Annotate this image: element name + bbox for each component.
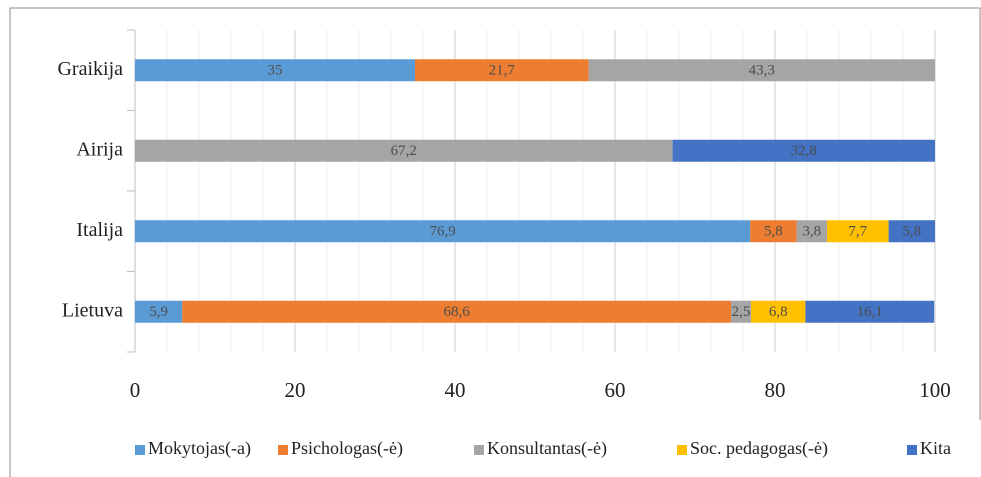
bar-segment bbox=[588, 59, 935, 82]
bar-segment bbox=[751, 300, 806, 323]
bar-segment bbox=[796, 220, 827, 243]
x-tick-label: 100 bbox=[919, 378, 951, 402]
data-label: 32,8 bbox=[791, 143, 817, 159]
data-label: 67,2 bbox=[391, 143, 417, 159]
legend-label: Soc. pedagogas(-ė) bbox=[690, 438, 828, 459]
x-tick-label: 0 bbox=[130, 378, 141, 402]
data-label: 3,8 bbox=[802, 224, 821, 240]
data-label: 5,9 bbox=[149, 304, 168, 320]
legend-swatch bbox=[135, 445, 145, 455]
data-label: 76,9 bbox=[429, 224, 455, 240]
category-label: Lietuva bbox=[62, 299, 123, 321]
bar-segment bbox=[135, 59, 415, 82]
bar-segment bbox=[731, 300, 751, 323]
data-label: 5,8 bbox=[902, 224, 921, 240]
data-label: 6,8 bbox=[769, 304, 788, 320]
legend-label: Kita bbox=[920, 438, 951, 458]
legend-label: Konsultantas(-ė) bbox=[487, 438, 607, 459]
bar-segment bbox=[888, 220, 935, 243]
x-tick-label: 40 bbox=[445, 378, 466, 402]
data-label: 21,7 bbox=[489, 63, 516, 79]
legend-swatch bbox=[474, 445, 484, 455]
legend-label: Mokytojas(-a) bbox=[148, 438, 251, 459]
legend-swatch bbox=[278, 445, 288, 455]
frame bbox=[9, 7, 981, 477]
category-label: Italija bbox=[76, 219, 123, 241]
bar-segment bbox=[805, 300, 935, 323]
bar-segment bbox=[415, 59, 589, 82]
data-label: 43,3 bbox=[749, 63, 775, 79]
legend-label: Psichologas(-ė) bbox=[291, 438, 403, 459]
data-label: 16,1 bbox=[857, 304, 883, 320]
x-tick-label: 80 bbox=[765, 378, 786, 402]
data-label: 68,6 bbox=[443, 304, 470, 320]
data-label: 7,7 bbox=[848, 224, 867, 240]
bar-segment bbox=[182, 300, 731, 323]
legend-swatch bbox=[907, 445, 917, 455]
data-label: 2,5 bbox=[732, 304, 751, 320]
bar-segment bbox=[750, 220, 797, 243]
data-label: 5,8 bbox=[764, 224, 783, 240]
bar-segment bbox=[135, 300, 183, 323]
bar-segment bbox=[672, 139, 935, 162]
category-label: Airija bbox=[76, 138, 123, 160]
bar-segment bbox=[135, 139, 673, 162]
x-tick-label: 20 bbox=[285, 378, 306, 402]
x-tick-label: 60 bbox=[605, 378, 626, 402]
data-label: 35 bbox=[268, 63, 283, 79]
category-label: Graikija bbox=[57, 58, 123, 80]
bar-segment bbox=[135, 220, 751, 243]
legend-swatch bbox=[677, 445, 687, 455]
bar-segment bbox=[827, 220, 889, 243]
